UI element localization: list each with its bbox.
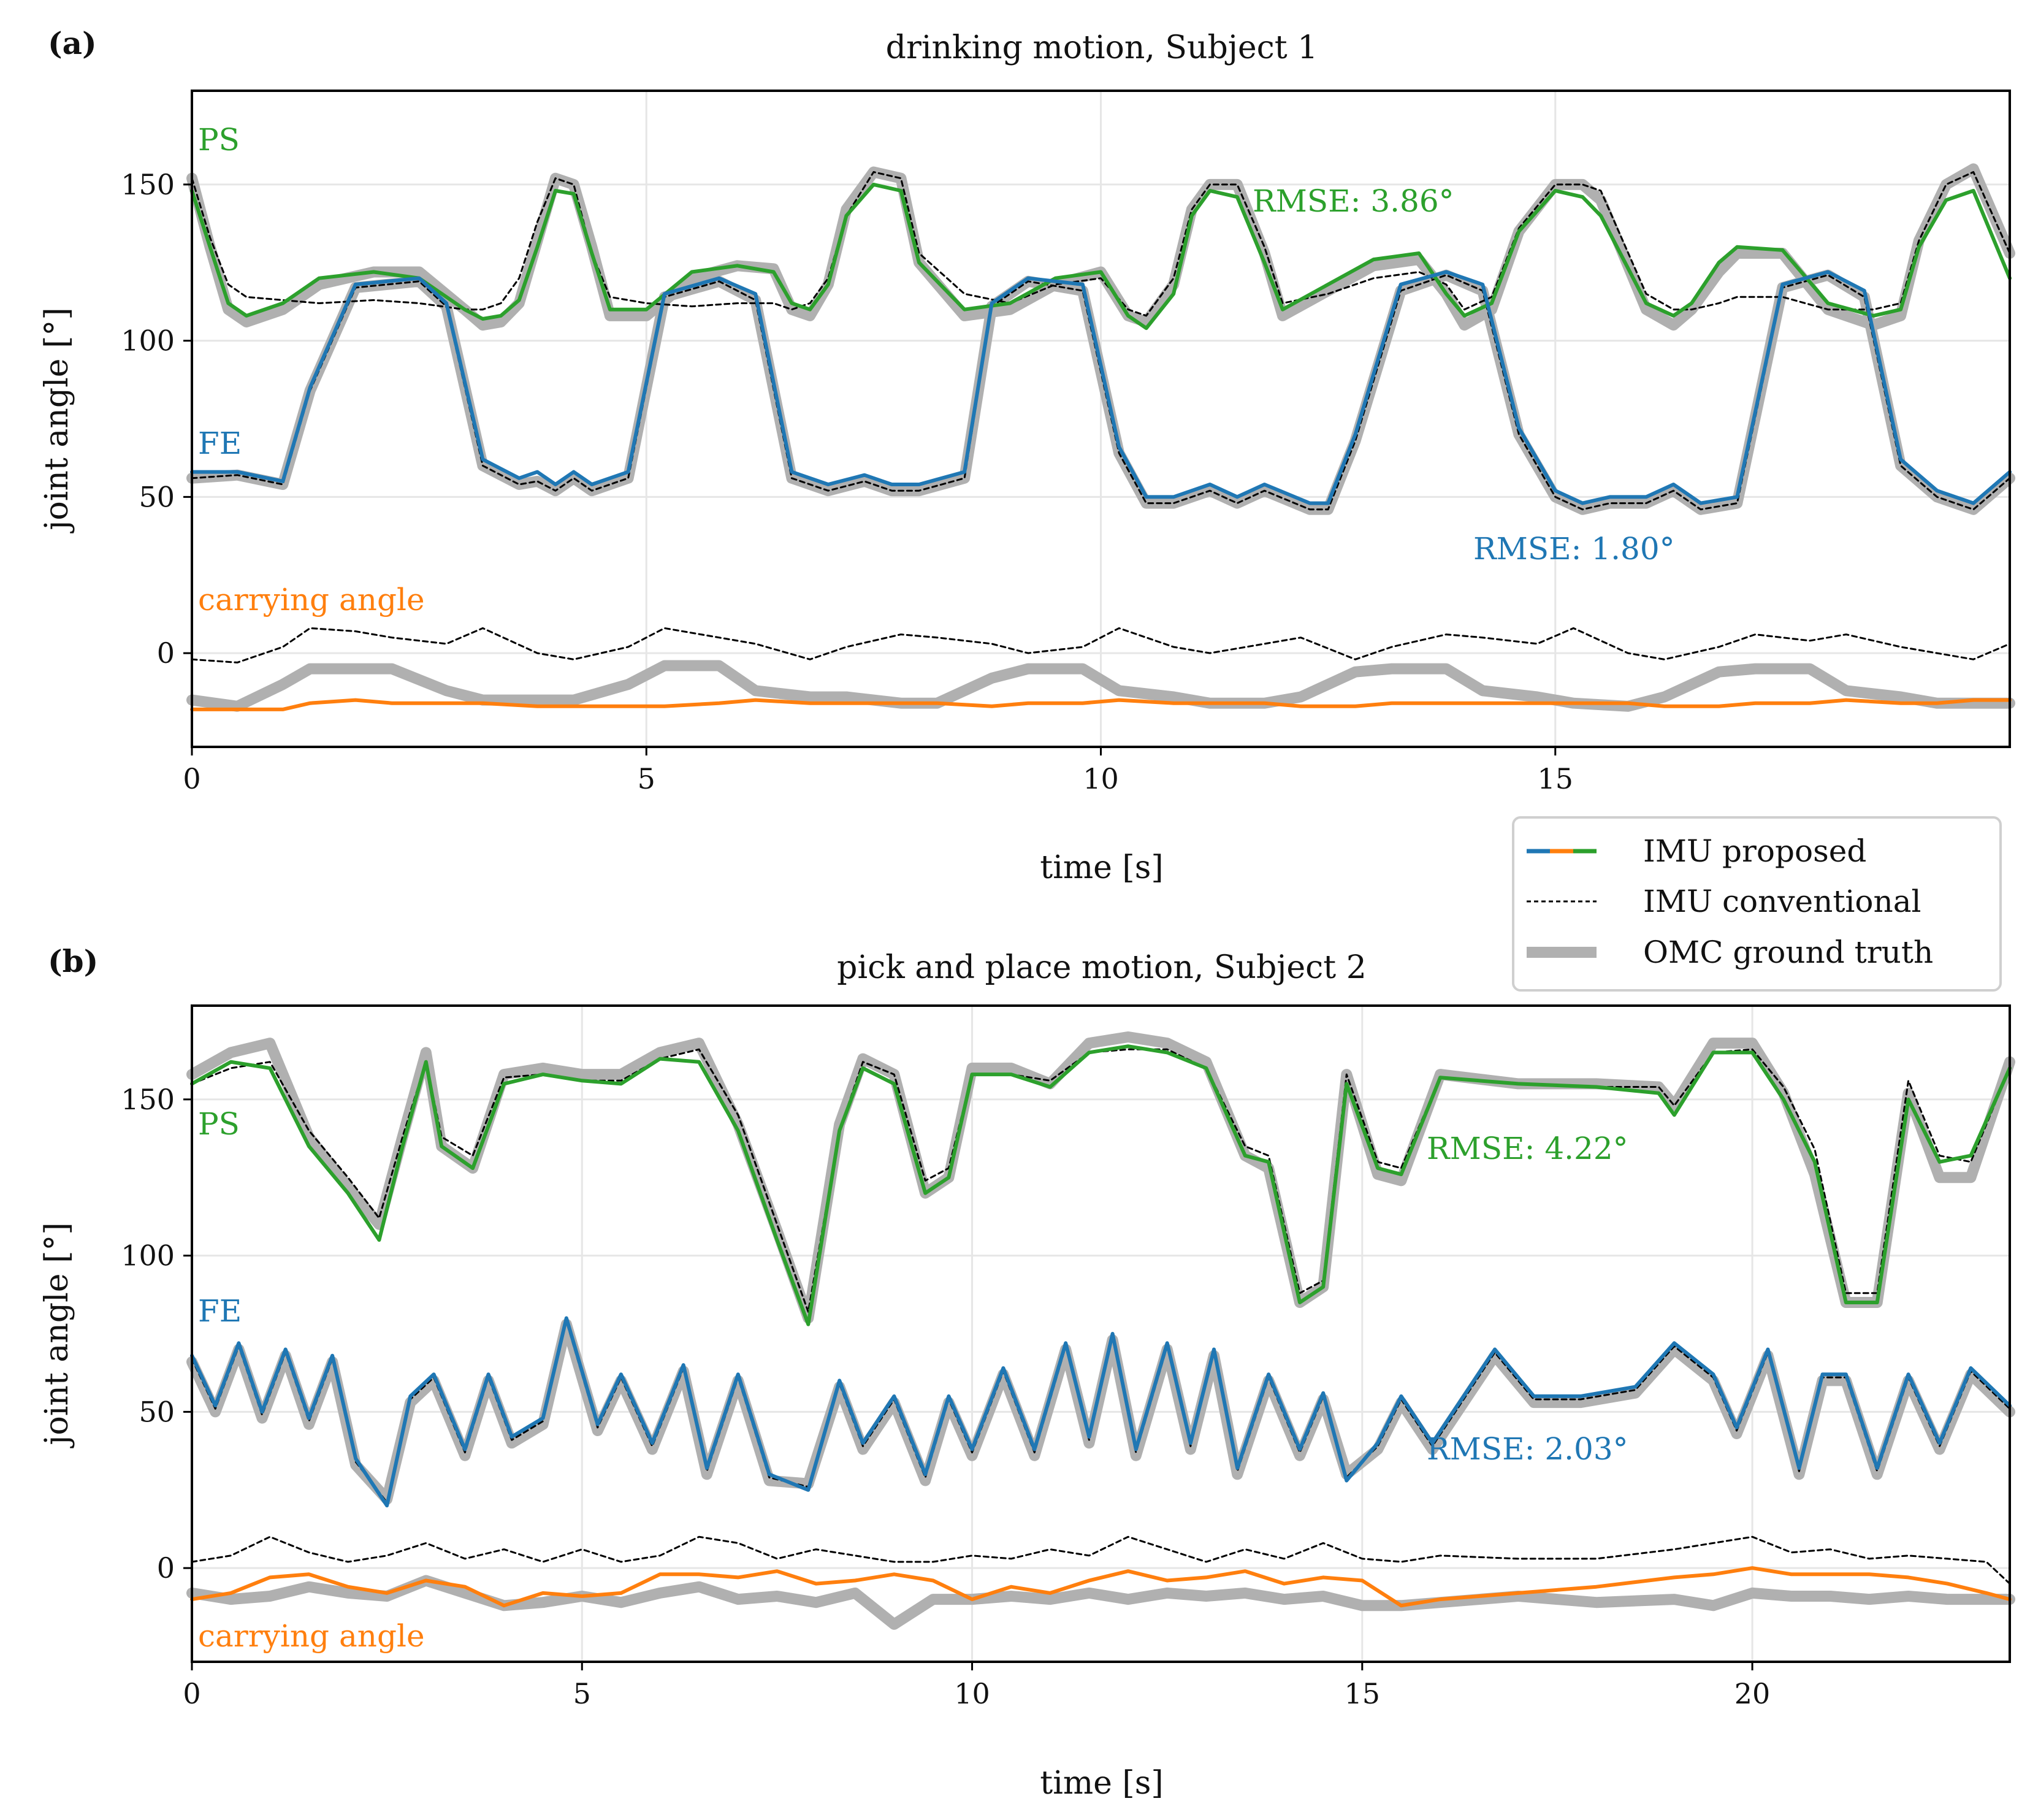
- panel-b-ca-label: carrying angle: [198, 1618, 425, 1654]
- panel-a-ytick-label-2: 100: [121, 324, 175, 358]
- panel-b-label: (b): [48, 943, 98, 979]
- legend: IMU proposed IMU conventional OMC ground…: [1512, 816, 2002, 992]
- legend-box: [1512, 816, 2002, 992]
- panel-b-xtick-label-3: 15: [1345, 1677, 1381, 1710]
- panel-a-xtick-label-3: 15: [1537, 762, 1573, 795]
- panel-a-ytick-label-3: 150: [121, 168, 175, 201]
- panel-a-fe-proposed-line: [190, 270, 2012, 505]
- panel-b-ca-proposed-line: [190, 1566, 2012, 1608]
- panel-b-fe-proposed-line: [190, 1316, 2012, 1508]
- panel-a-proposed-lines: [190, 182, 2012, 711]
- panel-a-title: drinking motion, Subject 1: [886, 29, 1318, 66]
- panel-a-ca-label: carrying angle: [198, 582, 425, 618]
- panel-b-ylabel: joint angle [°]: [39, 1222, 75, 1448]
- panel-b-ps-proposed-line: [190, 1044, 2012, 1326]
- panel-b-frame: [191, 1004, 2011, 1663]
- legend-label-omc: OMC ground truth: [1643, 935, 1933, 970]
- panel-b-omc-lines: [186, 1031, 2015, 1630]
- panel-b-fe-label: FE: [198, 1293, 242, 1329]
- panel-b-fe-rmse: RMSE: 2.03°: [1427, 1431, 1628, 1467]
- panel-b-ticks: 0 5 10 15 20 0 50 100 150: [121, 1083, 1770, 1710]
- panel-b-fe-conventional-line: [191, 1320, 2011, 1504]
- panel-b-proposed-lines: [190, 1044, 2012, 1608]
- panel-a-fe-conventional-line: [191, 274, 2011, 511]
- panel-a-ps-rmse: RMSE: 3.86°: [1253, 183, 1454, 219]
- panel-b-conventional-lines: [191, 1048, 2011, 1585]
- legend-label-proposed: IMU proposed: [1643, 833, 1866, 869]
- panel-a-grid: [191, 91, 2010, 747]
- panel-b-ps-label: PS: [198, 1106, 240, 1142]
- panel-a-ca-conventional-line: [191, 627, 2011, 663]
- panel-b-ps-omc-line: [186, 1031, 2015, 1324]
- panel-b-grid: [191, 1006, 2010, 1662]
- panel-b-ytick-label-1: 50: [139, 1395, 175, 1428]
- panel-a-ylabel: joint angle [°]: [39, 307, 75, 533]
- panel-a-ps-proposed-line: [190, 182, 2012, 331]
- panel-b-ytick-label-0: 0: [157, 1551, 175, 1585]
- panel-a-xlabel: time [s]: [1040, 849, 1163, 886]
- panel-b-xtick-label-1: 5: [573, 1677, 591, 1710]
- panel-b-ps-rmse: RMSE: 4.22°: [1427, 1131, 1628, 1166]
- panel-b-xlabel: time [s]: [1040, 1765, 1163, 1802]
- panel-b-ytick-label-2: 100: [121, 1239, 175, 1272]
- panel-b-ca-omc-line: [186, 1575, 2015, 1630]
- panel-a-fe-label: FE: [198, 426, 242, 461]
- panel-a-fe-rmse: RMSE: 1.80°: [1473, 531, 1675, 567]
- panel-b-ca-conventional-line: [191, 1535, 2011, 1585]
- panel-a-xtick-label-0: 0: [183, 762, 200, 795]
- panel-a-ca-omc-line: [186, 660, 2015, 712]
- panel-a: (a) drinking motion, Subject 1 0 5 10 15050…: [39, 25, 2015, 886]
- panel-b-ps-conventional-line: [191, 1048, 2011, 1313]
- panel-b-xtick-label-4: 20: [1734, 1677, 1771, 1710]
- panel-b-xtick-label-2: 10: [954, 1677, 990, 1710]
- panel-a-xtick-label-2: 10: [1083, 762, 1119, 795]
- panel-a-ca-proposed-line: [190, 698, 2012, 711]
- panel-a-ytick-label-0: 0: [157, 637, 175, 670]
- panel-b-xtick-label-0: 0: [183, 1677, 200, 1710]
- legend-label-conventional: IMU conventional: [1643, 884, 1921, 919]
- panel-a-xtick-label-1: 5: [638, 762, 655, 795]
- panel-b-title: pick and place motion, Subject 2: [837, 949, 1367, 986]
- panel-b: (b) pick and place motion, Subject 2 0 5 1…: [39, 943, 2015, 1802]
- panel-a-label: (a): [48, 25, 97, 61]
- panel-a-ytick-label-1: 50: [139, 480, 175, 513]
- panel-b-ytick-label-3: 150: [121, 1083, 175, 1116]
- panel-a-ps-label: PS: [198, 122, 240, 158]
